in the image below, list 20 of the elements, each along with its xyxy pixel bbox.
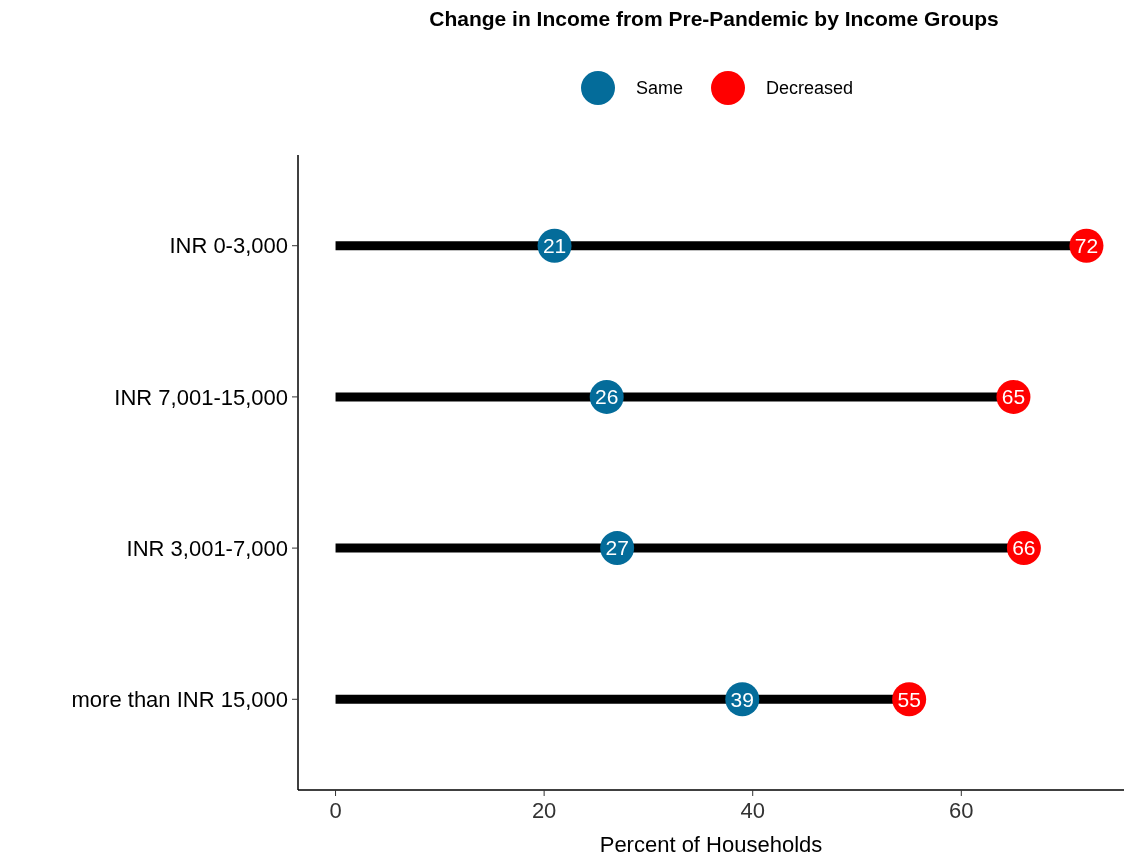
- data-label: 72: [1074, 234, 1099, 258]
- x-tick-label: 0: [329, 798, 342, 823]
- chart-title: Change in Income from Pre-Pandemic by Income Groups: [429, 7, 999, 30]
- x-axis-title: Percent of Households: [599, 832, 823, 857]
- data-label: 26: [595, 385, 619, 409]
- x-tick-label: 60: [949, 798, 974, 823]
- y-tick-label: more than INR 15,000: [71, 686, 288, 712]
- data-label: 39: [730, 687, 754, 711]
- data-label: 21: [542, 234, 567, 258]
- x-tick-label: 40: [740, 798, 765, 823]
- data-label: 66: [1012, 536, 1036, 560]
- data-label: 65: [1001, 385, 1026, 409]
- data-label: 55: [897, 687, 921, 711]
- x-tick-label: 20: [531, 798, 557, 823]
- y-tick-label: INR 7,001-15,000: [114, 384, 288, 410]
- legend-label: Same: [636, 78, 684, 99]
- data-label: 27: [605, 536, 629, 560]
- legend-label: Decreased: [766, 78, 854, 99]
- y-tick-label: INR 3,001-7,000: [126, 535, 288, 561]
- y-tick-label: INR 0-3,000: [169, 233, 288, 259]
